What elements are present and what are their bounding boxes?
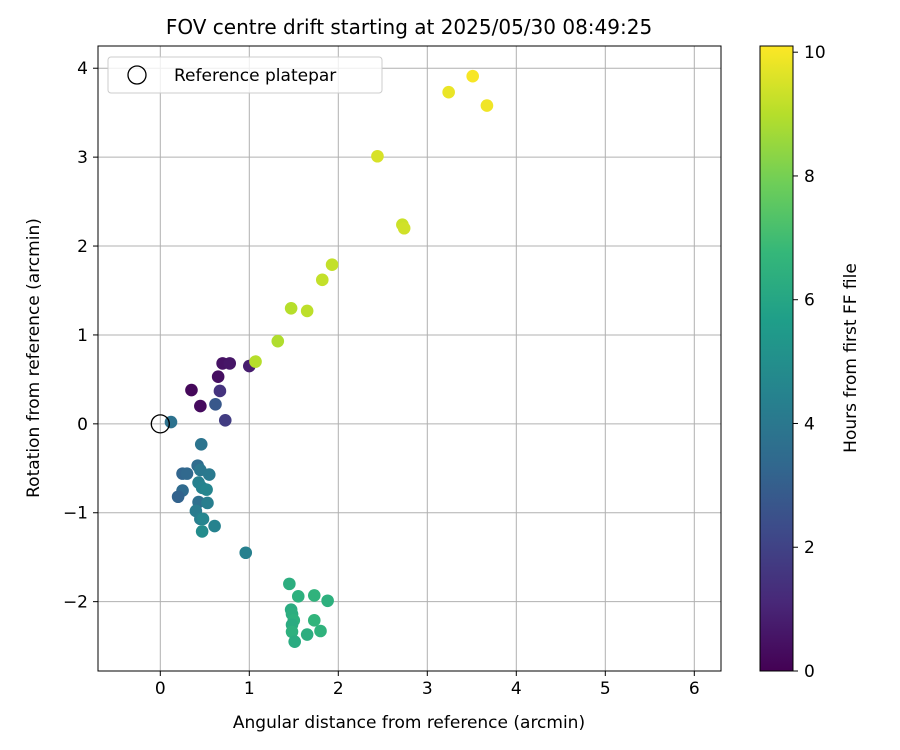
data-point [239, 546, 253, 560]
data-point [442, 85, 455, 99]
colorbar-tick-label: 10 [804, 43, 826, 63]
data-point [314, 624, 327, 638]
y-tick-label: 2 [77, 237, 88, 257]
data-point [201, 496, 214, 510]
colorbar: 0 2 4 6 8 10 Hours from first FF file [759, 43, 861, 682]
data-point [171, 490, 185, 504]
data-point [195, 525, 209, 538]
y-tick-label: 1 [77, 326, 88, 346]
y-tick-label: 3 [77, 148, 88, 168]
legend-box [107, 56, 383, 94]
colorbar-label: Hours from first FF file [841, 263, 861, 453]
data-point [213, 384, 227, 398]
data-point [371, 149, 384, 163]
y-tick-label: 0 [77, 415, 88, 435]
colorbar-tick-label: 6 [804, 291, 815, 311]
data-point [307, 614, 321, 627]
x-axis-label: Angular distance from reference (arcmin) [233, 713, 585, 733]
data-point [194, 399, 207, 413]
data-point [307, 589, 321, 602]
data-point [466, 69, 479, 83]
plot-frame [97, 45, 722, 672]
data-point [208, 519, 221, 533]
x-tick-label: 6 [689, 679, 700, 699]
colorbar-ticks: 0 2 4 6 8 10 [793, 43, 826, 682]
data-point [315, 273, 329, 287]
plot-area: 0 1 2 3 4 5 6 −2 −1 0 1 2 3 4 [63, 45, 722, 699]
data-point [271, 334, 285, 348]
data-point [223, 357, 237, 370]
data-point [288, 635, 301, 648]
colorbar-tick-label: 0 [804, 662, 815, 682]
data-points [164, 69, 494, 648]
data-point [291, 590, 305, 603]
data-point [196, 512, 210, 526]
colorbar-tick-label: 4 [804, 414, 815, 434]
y-axis-label: Rotation from reference (arcmin) [24, 218, 44, 498]
colorbar-gradient [759, 45, 794, 672]
y-tick-label: 4 [77, 59, 88, 79]
data-point [209, 397, 222, 411]
x-axis-ticks: 0 1 2 3 4 5 6 [155, 671, 700, 699]
chart-title: FOV centre drift starting at 2025/05/30 … [166, 15, 652, 39]
reference-point [150, 414, 170, 434]
x-tick-label: 1 [244, 679, 255, 699]
data-point [285, 625, 299, 639]
data-point [194, 437, 208, 451]
grid-lines [98, 46, 721, 671]
data-point [200, 483, 213, 496]
y-tick-label: −2 [63, 593, 88, 613]
reference-platepar-marker [150, 414, 170, 434]
legend-label: Reference platepar [174, 66, 336, 86]
data-point [202, 468, 216, 481]
data-point [180, 467, 194, 480]
x-tick-label: 4 [511, 679, 522, 699]
data-point [325, 258, 339, 272]
x-tick-label: 0 [155, 679, 166, 699]
legend: Reference platepar [107, 56, 383, 94]
y-axis-ticks: −2 −1 0 1 2 3 4 [63, 59, 98, 613]
legend-open-circle-icon [127, 65, 147, 85]
data-point [321, 594, 334, 608]
x-tick-label: 5 [600, 679, 611, 699]
data-point [397, 221, 411, 235]
data-point [218, 413, 232, 427]
data-point [284, 301, 298, 315]
x-tick-label: 3 [422, 679, 433, 699]
y-tick-label: −1 [63, 504, 88, 524]
x-tick-label: 2 [333, 679, 344, 699]
data-point [283, 577, 296, 591]
data-point [211, 370, 225, 384]
colorbar-tick-label: 8 [804, 167, 815, 187]
data-point [480, 99, 494, 112]
data-point [300, 628, 314, 641]
data-point [185, 383, 198, 397]
plot-background [98, 46, 721, 671]
data-point [300, 304, 314, 318]
data-point [249, 355, 262, 368]
colorbar-tick-label: 2 [804, 538, 815, 558]
